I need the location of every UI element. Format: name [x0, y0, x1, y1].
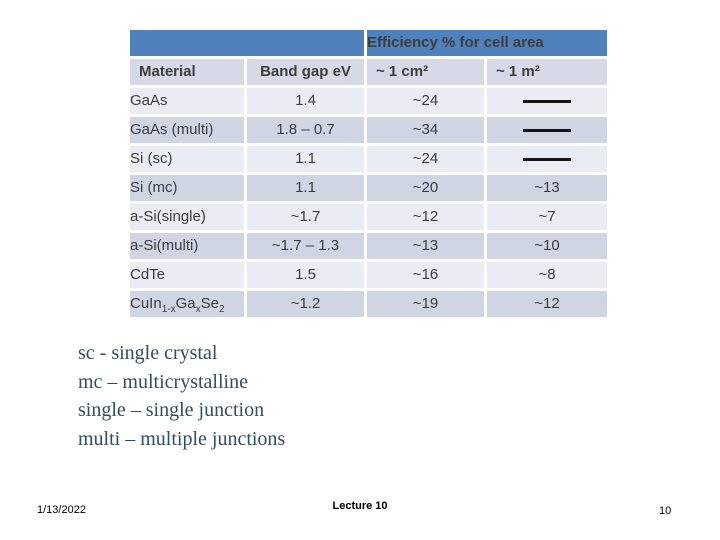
material-cell: CdTe [130, 262, 244, 288]
value-cell: ~1.7 – 1.3 [247, 233, 364, 259]
material-cell: GaAs (multi) [130, 117, 244, 143]
value-cell: ~1.7 [247, 204, 364, 230]
table-row: CdTe 1.5 ~16 ~8 [130, 262, 607, 288]
value-cell: 1.8 – 0.7 [247, 117, 364, 143]
table-row: GaAs (multi) 1.8 – 0.7 ~34 [130, 117, 607, 143]
value-cell: 1.1 [247, 175, 364, 201]
table-body: GaAs 1.4 ~24 GaAs (multi) 1.8 – 0.7 ~34 Si (sc… [130, 88, 607, 317]
table-header-row: Efficiency % for cell area [130, 30, 607, 56]
table-header-title: Efficiency % for cell area [367, 30, 607, 56]
column-header-row: Material Band gap eV ~ 1 cm² ~ 1 m² [130, 59, 607, 85]
value-cell: 1.5 [247, 262, 364, 288]
table-row: a-Si(single) ~1.7 ~12 ~7 [130, 204, 607, 230]
table-row: Si (mc) 1.1 ~20 ~13 [130, 175, 607, 201]
table-header-blank [130, 30, 364, 56]
value-cell: ~7 [487, 204, 607, 230]
dash-line [523, 157, 571, 161]
material-cell: GaAs [130, 88, 244, 114]
value-cell: ~13 [487, 175, 607, 201]
value-cell: ~34 [367, 117, 484, 143]
note-line: mc – multicrystalline [78, 370, 248, 393]
table-row: GaAs 1.4 ~24 [130, 88, 607, 114]
value-cell: ~10 [487, 233, 607, 259]
value-cell [487, 146, 607, 172]
footer-page-number: 10 [659, 505, 672, 517]
value-cell: ~19 [367, 291, 484, 317]
value-cell [487, 88, 607, 114]
footer-date: 1/13/2022 [37, 504, 86, 516]
value-cell: ~12 [367, 204, 484, 230]
value-cell: 1.4 [247, 88, 364, 114]
value-cell: ~20 [367, 175, 484, 201]
column-header-2: ~ 1 cm² [367, 59, 484, 85]
dash-line [523, 128, 571, 132]
material-cell: CuIn1-xGaxSe2 [130, 291, 244, 317]
value-cell: ~12 [487, 291, 607, 317]
column-header-0: Material [130, 59, 244, 85]
note-line: sc - single crystal [78, 342, 218, 364]
column-header-1: Band gap eV [247, 59, 364, 85]
value-cell: 1.1 [247, 146, 364, 172]
value-cell: ~1.2 [247, 291, 364, 317]
dash-line [523, 99, 571, 103]
table-row: CuIn1-xGaxSe2 ~1.2 ~19 ~12 [130, 291, 607, 317]
efficiency-table: Efficiency % for cell area Material Band … [127, 27, 610, 320]
material-cell: a-Si(single) [130, 204, 244, 230]
value-cell: ~13 [367, 233, 484, 259]
note-line: multi – multiple junctions [78, 427, 286, 450]
value-cell: ~16 [367, 262, 484, 288]
value-cell: ~8 [487, 262, 607, 288]
note-line: single – single junction [78, 399, 265, 421]
material-cell: a-Si(multi) [130, 233, 244, 259]
value-cell [487, 117, 607, 143]
column-header-3: ~ 1 m² [487, 59, 607, 85]
material-cell: Si (sc) [130, 146, 244, 172]
value-cell: ~24 [367, 146, 484, 172]
value-cell: ~24 [367, 88, 484, 114]
material-cell: Si (mc) [130, 175, 244, 201]
footer-lecture-label: Lecture 10 [332, 500, 388, 512]
table-row: Si (sc) 1.1 ~24 [130, 146, 607, 172]
notes-list: sc - single crystal mc – multicrystallin… [78, 339, 285, 453]
table-row: a-Si(multi) ~1.7 – 1.3 ~13 ~10 [130, 233, 607, 259]
